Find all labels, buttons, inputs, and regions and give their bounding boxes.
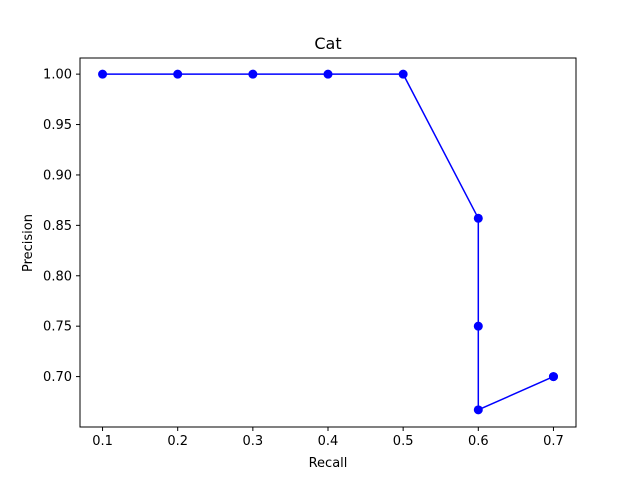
y-tick-label: 0.75 — [43, 320, 72, 335]
data-point — [473, 213, 483, 223]
x-tick-label: 0.3 — [243, 434, 264, 449]
x-tick-label: 0.7 — [543, 434, 564, 449]
y-tick-label: 0.95 — [43, 118, 72, 133]
x-tick-label: 0.6 — [468, 434, 489, 449]
x-tick-label: 0.1 — [92, 434, 113, 449]
data-point — [248, 69, 258, 79]
x-tick-label: 0.4 — [318, 434, 339, 449]
y-tick-label: 0.85 — [43, 219, 72, 234]
y-tick-label: 0.80 — [43, 269, 72, 284]
plot-area — [80, 58, 576, 427]
x-axis-ticks: 0.1 0.2 0.3 0.4 0.5 0.6 0.7 — [92, 427, 564, 449]
data-point — [473, 405, 483, 415]
data-point — [548, 372, 558, 382]
data-point — [323, 69, 333, 79]
data-point — [173, 69, 183, 79]
chart-title: Cat — [314, 34, 341, 53]
y-axis-ticks: 0.70 0.75 0.80 0.85 0.90 0.95 1.00 — [43, 68, 80, 385]
y-tick-label: 0.70 — [43, 370, 72, 385]
y-tick-label: 1.00 — [43, 68, 72, 83]
x-tick-label: 0.2 — [167, 434, 188, 449]
plot-frame — [79, 57, 577, 428]
y-tick-label: 0.90 — [43, 168, 72, 183]
data-point — [473, 321, 483, 331]
data-point — [398, 69, 408, 79]
data-point — [98, 69, 108, 79]
series-layer — [98, 69, 558, 415]
y-axis-label: Precision — [21, 214, 36, 272]
x-tick-label: 0.5 — [393, 434, 414, 449]
x-axis-label: Recall — [309, 456, 348, 471]
